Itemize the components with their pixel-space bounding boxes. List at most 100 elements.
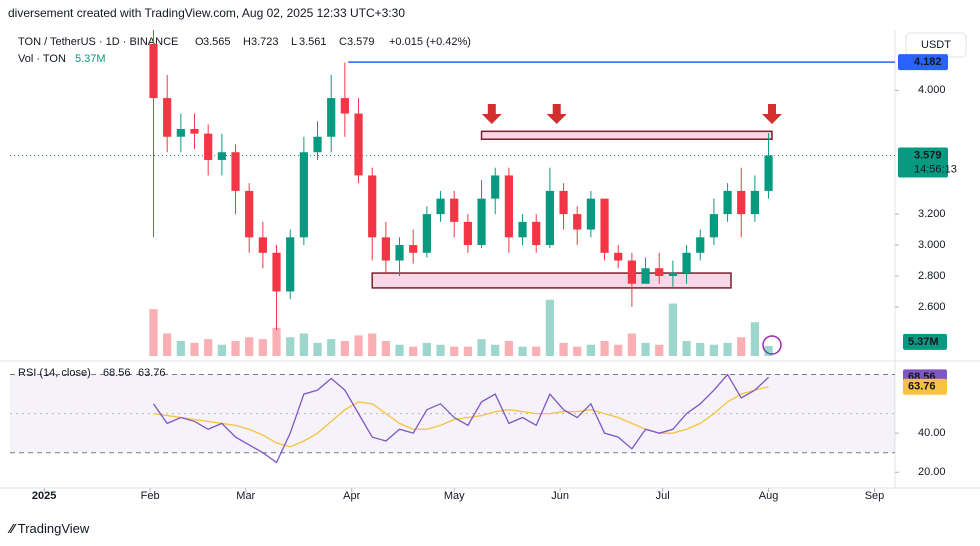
candle-body <box>723 190 732 215</box>
volume-bar <box>477 339 486 356</box>
volume-bar <box>354 335 363 356</box>
ohlc-letter: L <box>291 36 297 48</box>
volume-bar <box>340 341 349 356</box>
volume-bar <box>176 341 185 356</box>
volume-bar <box>327 339 336 356</box>
candle-body <box>463 221 472 246</box>
zone <box>371 272 732 289</box>
x-tick-label: Sep <box>865 490 885 502</box>
volume-bar <box>504 341 513 356</box>
x-tick-label: May <box>444 490 465 502</box>
volume-bar <box>518 346 527 356</box>
ohlc-value: 3.565 <box>203 36 231 48</box>
arrow <box>546 104 567 124</box>
candle-body <box>491 175 500 199</box>
y-tick-label: 2.800 <box>918 270 946 282</box>
ohlc-value: 3.561 <box>299 36 327 48</box>
candle-body <box>750 190 760 215</box>
volume-bar <box>600 341 609 356</box>
candle-body <box>217 152 226 160</box>
volume-bar <box>163 333 172 356</box>
x-tick-label: Jun <box>551 490 569 502</box>
candle-body <box>286 237 295 292</box>
candle-body <box>327 98 336 137</box>
candle-body <box>354 113 363 176</box>
x-tick-label: Jul <box>656 490 670 502</box>
volume-bar <box>436 344 445 356</box>
volume-bar <box>723 342 732 356</box>
chart-title: diversement created with TradingView.com… <box>8 6 405 20</box>
volume-bar <box>764 345 773 356</box>
volume-bar <box>668 303 677 356</box>
currency[interactable]: USDT <box>921 39 951 51</box>
volume-bar <box>655 344 664 356</box>
footer-logo: ⁄⁄ TradingView <box>7 521 90 536</box>
candle-body <box>395 245 404 261</box>
volume-value: 5.37M <box>75 53 106 65</box>
candle-body <box>258 237 267 253</box>
candle-body <box>436 198 445 215</box>
volume-bar <box>381 341 390 356</box>
x-tick-label: Apr <box>343 490 360 502</box>
rsi-line <box>152 373 770 464</box>
price-tag: 3.579 <box>914 149 942 161</box>
candle-body <box>573 214 582 230</box>
rsi-value: 68.56 <box>103 367 131 379</box>
candle-body <box>709 214 718 238</box>
volume-bar <box>532 346 541 356</box>
volume-bar <box>258 339 267 356</box>
rsi-tick-label: 40.00 <box>918 427 946 439</box>
change: +0.015 (+0.42%) <box>389 36 471 48</box>
volume-bar <box>750 322 760 356</box>
candle-body <box>764 155 773 191</box>
price-tag-bg <box>898 54 948 71</box>
volume-bar <box>614 344 623 356</box>
candle-body <box>190 129 199 134</box>
arrow <box>481 104 502 124</box>
volume-bar <box>709 344 718 356</box>
zone <box>480 130 773 140</box>
volume-bar <box>682 341 691 356</box>
volume-bar <box>313 342 322 356</box>
volume-bar <box>190 342 199 356</box>
y-tick-label: 4.000 <box>918 84 946 96</box>
candle-body <box>627 260 636 284</box>
candle-body <box>245 190 254 238</box>
volume-bar <box>586 344 595 356</box>
candle-body <box>504 175 513 238</box>
ohlc-letter: H <box>243 36 251 48</box>
candle-body <box>299 152 308 238</box>
volume-bar <box>204 339 213 356</box>
candle-body <box>368 175 377 238</box>
candle-body <box>682 252 691 273</box>
candle-body <box>231 152 240 191</box>
candle-body <box>641 268 650 284</box>
candle-body <box>450 198 459 222</box>
candle-body <box>518 221 527 238</box>
rsi-ma-tag: 63.76 <box>908 381 936 393</box>
volume-bar <box>149 309 158 356</box>
volume-bar <box>573 346 582 356</box>
symbol: TON / TetherUS · 1D · BINANCE <box>18 36 178 48</box>
volume-bar <box>696 342 705 356</box>
rsi-ma-value: 63.76 <box>138 367 166 379</box>
rsi-tick-label: 20.00 <box>918 466 946 478</box>
candle-body <box>737 190 746 215</box>
candle-body <box>163 98 172 137</box>
volume-tag: 5.37M <box>908 336 939 348</box>
volume-bar <box>463 346 472 356</box>
volume-bar <box>217 344 226 356</box>
volume-label: Vol · TON <box>18 53 66 65</box>
candle-body <box>559 190 568 215</box>
y-tick-label: 3.200 <box>918 208 946 220</box>
candle-body <box>409 245 418 253</box>
volume-bar <box>450 346 459 356</box>
candle-body <box>696 237 705 253</box>
volume-bar <box>231 341 240 356</box>
candle-body <box>313 136 322 153</box>
ohlc-value: 3.579 <box>347 36 375 48</box>
volume-bar <box>627 333 636 356</box>
volume-bar <box>272 327 281 356</box>
candle-body <box>545 190 554 246</box>
event-icon[interactable] <box>762 335 782 355</box>
